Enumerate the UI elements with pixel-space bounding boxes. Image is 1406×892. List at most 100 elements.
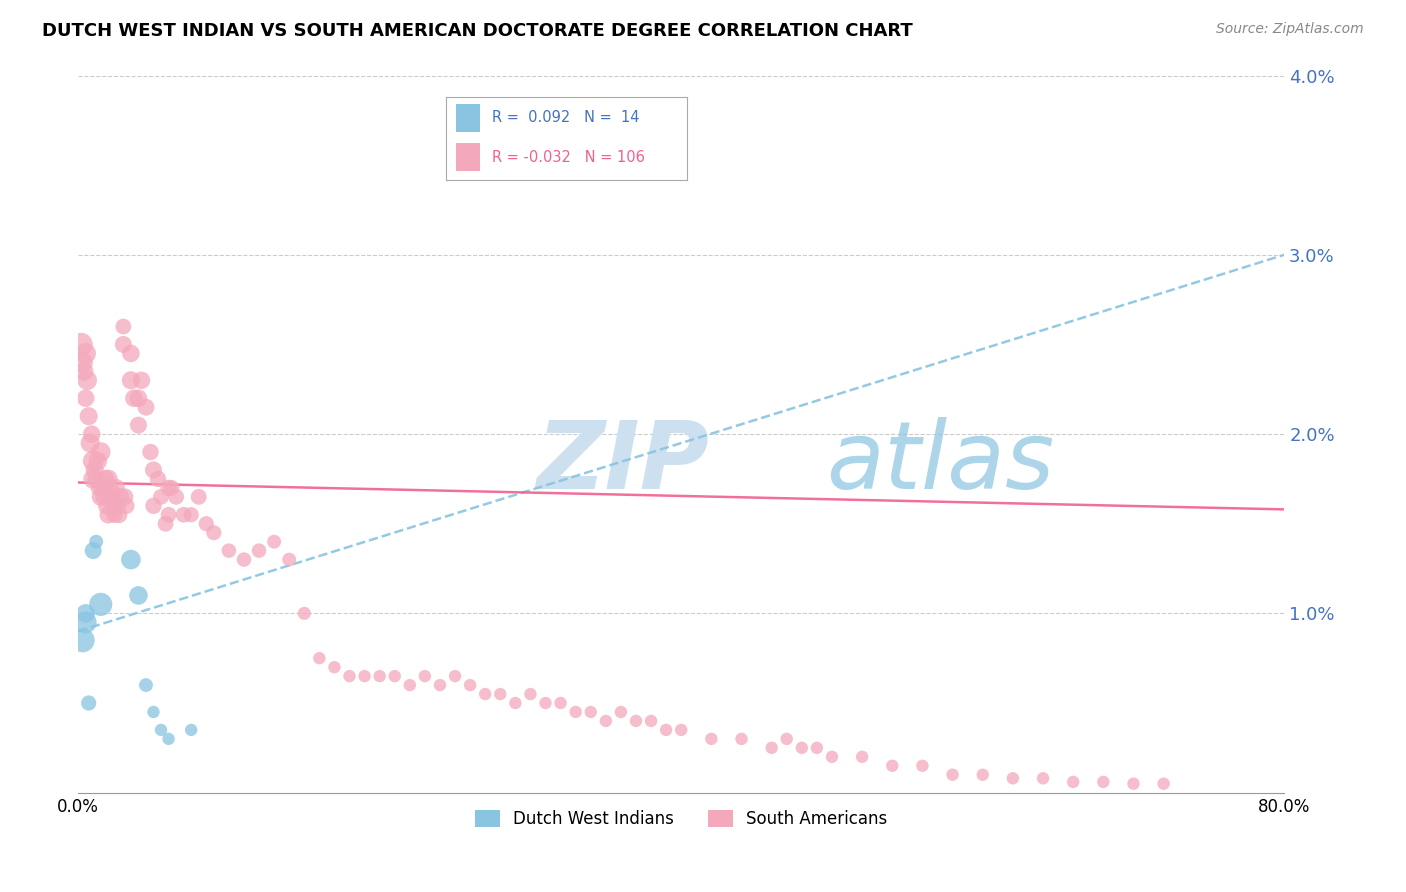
Point [120,346,142,360]
Point [882,758,904,772]
Point [1153,777,1175,791]
Point [278,552,301,566]
Point [669,723,692,737]
Point [135,678,157,692]
Point [1001,772,1024,786]
Point [730,731,752,746]
Point [429,678,451,692]
Point [110,490,132,504]
Point [413,669,436,683]
Point [550,696,572,710]
Point [180,723,202,737]
Point [1062,775,1084,789]
Point [474,687,496,701]
Point [339,669,361,683]
Point [70,337,93,351]
Point [1092,775,1115,789]
Point [72,633,94,648]
Point [160,481,183,495]
Point [139,445,162,459]
Point [101,499,124,513]
Point [595,714,617,728]
Point [115,499,138,513]
Point [942,768,965,782]
Point [157,481,180,495]
Text: DUTCH WEST INDIAN VS SOUTH AMERICAN DOCTORATE DEGREE CORRELATION CHART: DUTCH WEST INDIAN VS SOUTH AMERICAN DOCT… [42,22,912,40]
Point [458,678,481,692]
Point [519,687,541,701]
Point [112,337,135,351]
Point [150,490,173,504]
Point [120,373,142,387]
Point [806,740,828,755]
Point [75,615,97,630]
Point [640,714,662,728]
Point [851,749,873,764]
Point [972,768,994,782]
Point [187,490,209,504]
Point [131,373,153,387]
Point [444,669,467,683]
Point [146,472,169,486]
Point [77,409,100,424]
Point [127,418,149,433]
Point [97,508,120,522]
Point [790,740,813,755]
Point [90,598,112,612]
Point [655,723,678,737]
Point [76,373,98,387]
Point [761,740,783,755]
Point [233,552,256,566]
Point [114,490,136,504]
Point [89,481,111,495]
Point [100,490,122,504]
Point [157,508,180,522]
Point [610,705,633,719]
Point [247,543,270,558]
Point [90,445,112,459]
Point [82,454,104,468]
Point [165,490,187,504]
Point [1122,777,1144,791]
Point [75,391,97,405]
Point [122,391,145,405]
Point [83,463,105,477]
Point [173,508,195,522]
Point [80,427,103,442]
Point [489,687,512,701]
Point [398,678,420,692]
Point [135,400,157,414]
Point [94,472,117,486]
Point [263,534,285,549]
Point [180,508,202,522]
Point [73,364,96,378]
Point [90,490,112,504]
Point [96,499,118,513]
Point [108,508,131,522]
Point [79,436,101,450]
Point [98,481,121,495]
Point [700,731,723,746]
Point [323,660,346,674]
Point [579,705,602,719]
Point [75,346,97,360]
Point [84,534,107,549]
Point [142,499,165,513]
Point [142,463,165,477]
Point [82,543,104,558]
Point [911,758,934,772]
Point [93,490,115,504]
Point [821,749,844,764]
Point [202,525,225,540]
Point [157,731,180,746]
Point [77,696,100,710]
Point [72,355,94,369]
Point [155,516,177,531]
Point [776,731,799,746]
Point [308,651,330,665]
Point [75,607,97,621]
Point [112,319,135,334]
Point [368,669,391,683]
Point [292,607,315,621]
Point [103,508,125,522]
